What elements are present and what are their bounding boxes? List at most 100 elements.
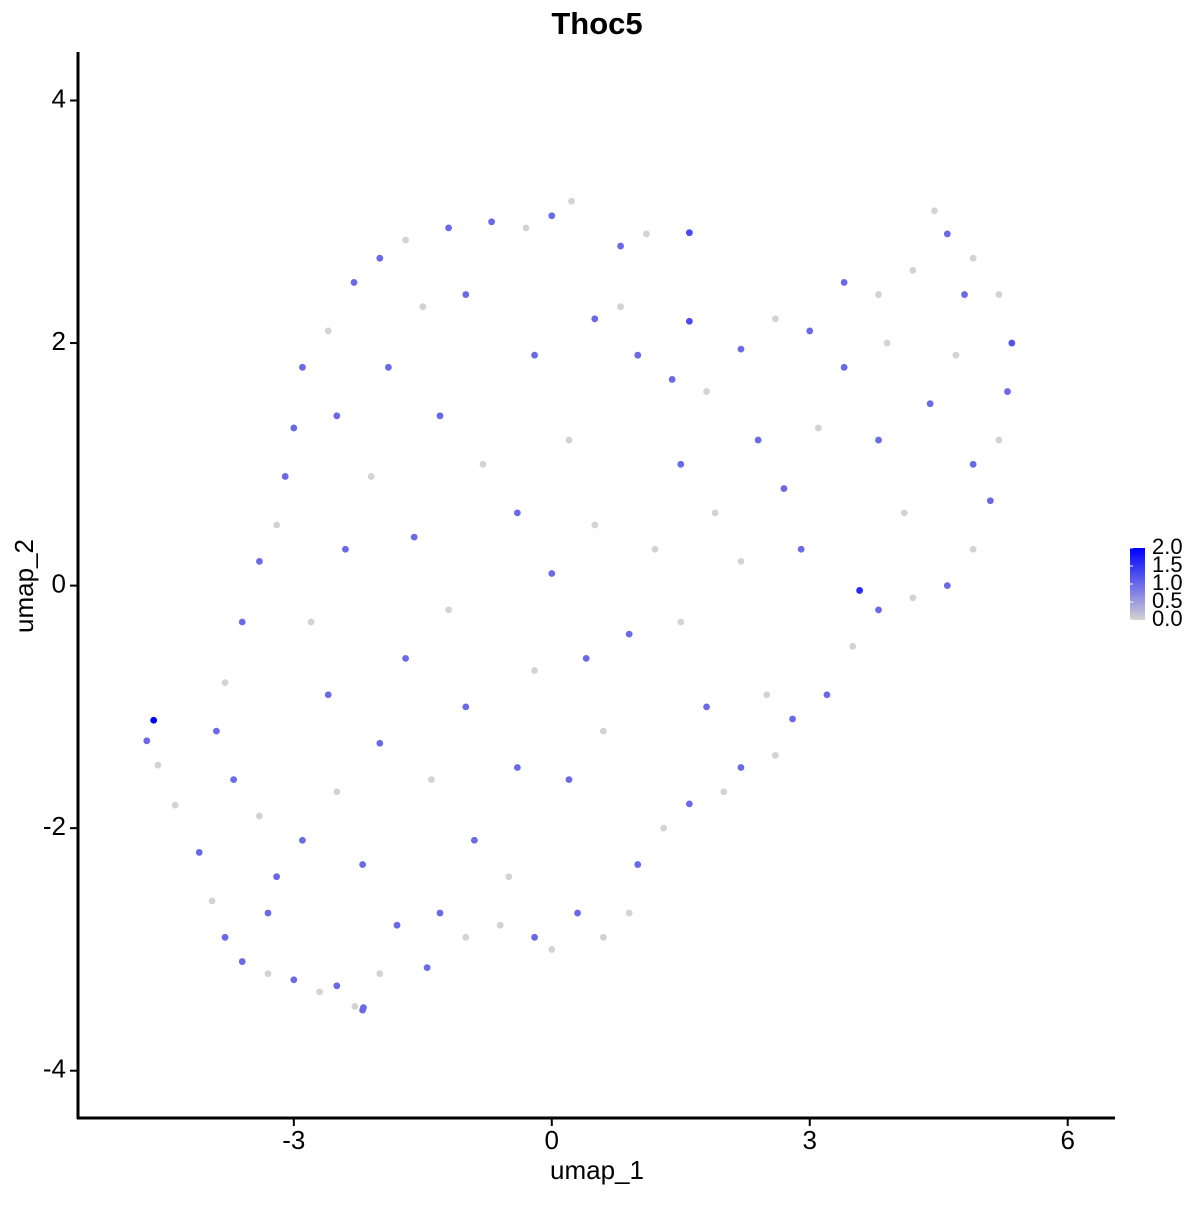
point — [281, 473, 289, 480]
point — [376, 970, 384, 978]
point — [462, 291, 470, 298]
point — [333, 788, 341, 796]
point — [625, 909, 633, 917]
point — [359, 861, 367, 868]
point — [591, 315, 599, 323]
point — [703, 388, 710, 395]
point — [423, 964, 431, 972]
point — [969, 460, 977, 468]
point — [754, 436, 762, 444]
point — [668, 376, 676, 383]
y-tick-label: 4 — [52, 83, 66, 113]
y-tick-label: 0 — [52, 568, 66, 598]
point — [771, 315, 779, 323]
colorbar-tick-label: 0.5 — [1152, 588, 1183, 613]
point — [154, 761, 162, 769]
point — [969, 545, 977, 553]
point — [856, 587, 864, 594]
colorbar-tick-label: 1.5 — [1152, 552, 1183, 577]
point — [496, 921, 504, 929]
point — [419, 303, 427, 311]
point — [221, 933, 229, 941]
point — [342, 545, 349, 553]
point — [522, 224, 530, 232]
point — [531, 351, 538, 359]
point — [931, 207, 938, 215]
point — [531, 667, 538, 674]
point — [599, 727, 607, 735]
point — [797, 545, 805, 553]
point — [840, 279, 848, 286]
point — [531, 933, 538, 941]
point — [995, 291, 1003, 298]
point — [763, 691, 771, 699]
point — [385, 363, 392, 371]
point — [1004, 388, 1011, 395]
point — [376, 254, 384, 262]
point — [350, 279, 358, 286]
point — [171, 801, 179, 809]
point — [195, 849, 203, 856]
point — [780, 485, 788, 492]
point — [445, 224, 453, 232]
point — [290, 424, 298, 432]
point — [840, 363, 848, 371]
point — [238, 618, 246, 626]
point — [299, 363, 306, 371]
point — [256, 557, 263, 565]
point — [617, 242, 624, 250]
point — [213, 727, 220, 735]
point — [376, 739, 384, 747]
colorbar-tick-label: 1.0 — [1152, 570, 1183, 595]
point — [307, 618, 315, 626]
point — [986, 497, 994, 505]
point — [737, 764, 745, 771]
y-tick-label: -2 — [43, 811, 66, 841]
point — [599, 933, 607, 941]
point — [360, 1004, 367, 1012]
point — [428, 776, 435, 784]
point — [548, 946, 556, 953]
point — [333, 412, 341, 420]
point — [961, 291, 968, 298]
point — [264, 970, 272, 978]
point — [711, 509, 719, 517]
x-tick-label: 3 — [803, 1125, 817, 1155]
x-tick-label: -3 — [282, 1125, 305, 1155]
point — [402, 654, 410, 662]
point — [814, 424, 822, 432]
x-tick-label: 0 — [545, 1125, 559, 1155]
point — [677, 618, 685, 626]
point — [324, 327, 332, 335]
point — [333, 982, 341, 990]
point — [351, 1003, 359, 1010]
point — [849, 642, 857, 650]
point — [642, 230, 650, 238]
colorbar — [1130, 548, 1145, 620]
point — [591, 521, 599, 529]
point — [677, 460, 685, 468]
point — [651, 545, 659, 553]
point — [290, 976, 298, 984]
point — [883, 339, 891, 347]
point — [685, 317, 693, 325]
point — [324, 691, 332, 699]
point — [634, 861, 642, 868]
point — [625, 630, 633, 638]
point — [393, 921, 401, 929]
point — [909, 594, 917, 602]
point — [479, 460, 487, 468]
point — [402, 236, 410, 244]
point — [143, 737, 151, 745]
point — [548, 570, 556, 577]
point — [875, 606, 882, 614]
point — [238, 958, 246, 965]
point — [703, 703, 710, 711]
point — [436, 412, 444, 420]
point — [823, 691, 831, 699]
point — [926, 400, 934, 408]
point — [230, 776, 238, 784]
point — [995, 436, 1003, 444]
point — [875, 436, 882, 444]
